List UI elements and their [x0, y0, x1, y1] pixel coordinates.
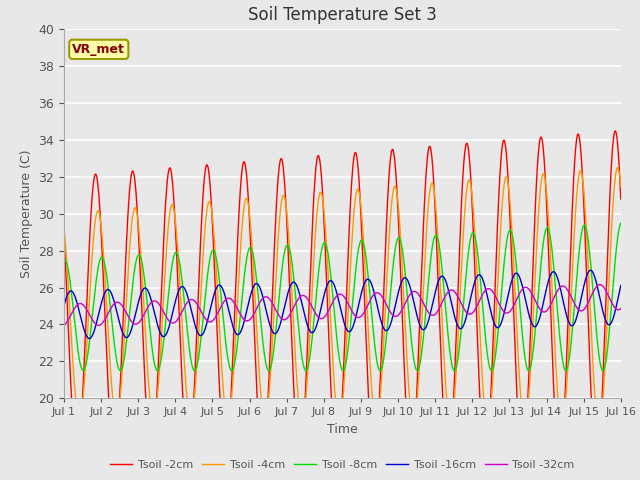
Line: Tsoil -16cm: Tsoil -16cm [64, 270, 621, 338]
Legend: Tsoil -2cm, Tsoil -4cm, Tsoil -8cm, Tsoil -16cm, Tsoil -32cm: Tsoil -2cm, Tsoil -4cm, Tsoil -8cm, Tsoi… [106, 456, 579, 475]
Tsoil -2cm [617, 196, 625, 202]
Tsoil -4cm [601, 363, 609, 369]
Tsoil -8cm [60, 257, 68, 263]
Line: Tsoil -2cm: Tsoil -2cm [64, 131, 621, 463]
Tsoil -2cm [601, 331, 609, 336]
Tsoil -2cm [601, 323, 609, 329]
Tsoil -4cm [614, 165, 621, 170]
Tsoil -32cm [60, 323, 68, 328]
Title: Soil Temperature Set 3: Soil Temperature Set 3 [248, 6, 437, 24]
Tsoil -4cm [617, 183, 625, 189]
Tsoil -16cm [617, 283, 625, 288]
Tsoil -32cm [331, 296, 339, 301]
Tsoil -32cm [316, 315, 324, 321]
Tsoil -2cm [316, 159, 324, 165]
Tsoil -16cm [499, 316, 506, 322]
Tsoil -2cm [593, 460, 600, 466]
Text: VR_met: VR_met [72, 43, 125, 56]
Tsoil -32cm [601, 286, 609, 291]
Tsoil -16cm [587, 267, 595, 273]
Y-axis label: Soil Temperature (C): Soil Temperature (C) [20, 149, 33, 278]
Tsoil -8cm [601, 363, 609, 369]
Tsoil -8cm [617, 220, 625, 226]
Tsoil -8cm [88, 312, 96, 318]
Tsoil -4cm [499, 199, 506, 204]
Tsoil -32cm [499, 307, 506, 312]
Tsoil -4cm [595, 423, 603, 429]
Tsoil -8cm [376, 368, 384, 373]
Tsoil -16cm [89, 332, 97, 337]
Tsoil -16cm [602, 316, 609, 322]
Tsoil -16cm [60, 302, 68, 308]
Tsoil -16cm [86, 336, 93, 341]
Tsoil -32cm [88, 317, 96, 323]
Line: Tsoil -4cm: Tsoil -4cm [64, 168, 621, 426]
Tsoil -2cm [499, 142, 506, 148]
Line: Tsoil -32cm: Tsoil -32cm [64, 285, 621, 325]
Tsoil -8cm [316, 257, 324, 263]
Tsoil -4cm [331, 388, 339, 394]
Tsoil -2cm [60, 231, 68, 237]
Tsoil -4cm [60, 226, 68, 231]
Tsoil -4cm [601, 369, 609, 374]
Tsoil -8cm [601, 364, 609, 370]
Tsoil -32cm [617, 306, 625, 312]
Tsoil -16cm [601, 315, 609, 321]
Tsoil -2cm [331, 446, 339, 452]
Tsoil -8cm [331, 314, 339, 320]
Tsoil -16cm [331, 284, 339, 290]
Tsoil -2cm [88, 191, 96, 196]
X-axis label: Time: Time [327, 423, 358, 436]
Tsoil -16cm [316, 309, 324, 314]
Tsoil -32cm [596, 282, 604, 288]
Tsoil -2cm [611, 128, 619, 134]
Line: Tsoil -8cm: Tsoil -8cm [64, 223, 621, 371]
Tsoil -8cm [499, 276, 506, 281]
Tsoil -4cm [88, 249, 96, 255]
Tsoil -4cm [316, 190, 324, 196]
Tsoil -32cm [601, 286, 609, 292]
